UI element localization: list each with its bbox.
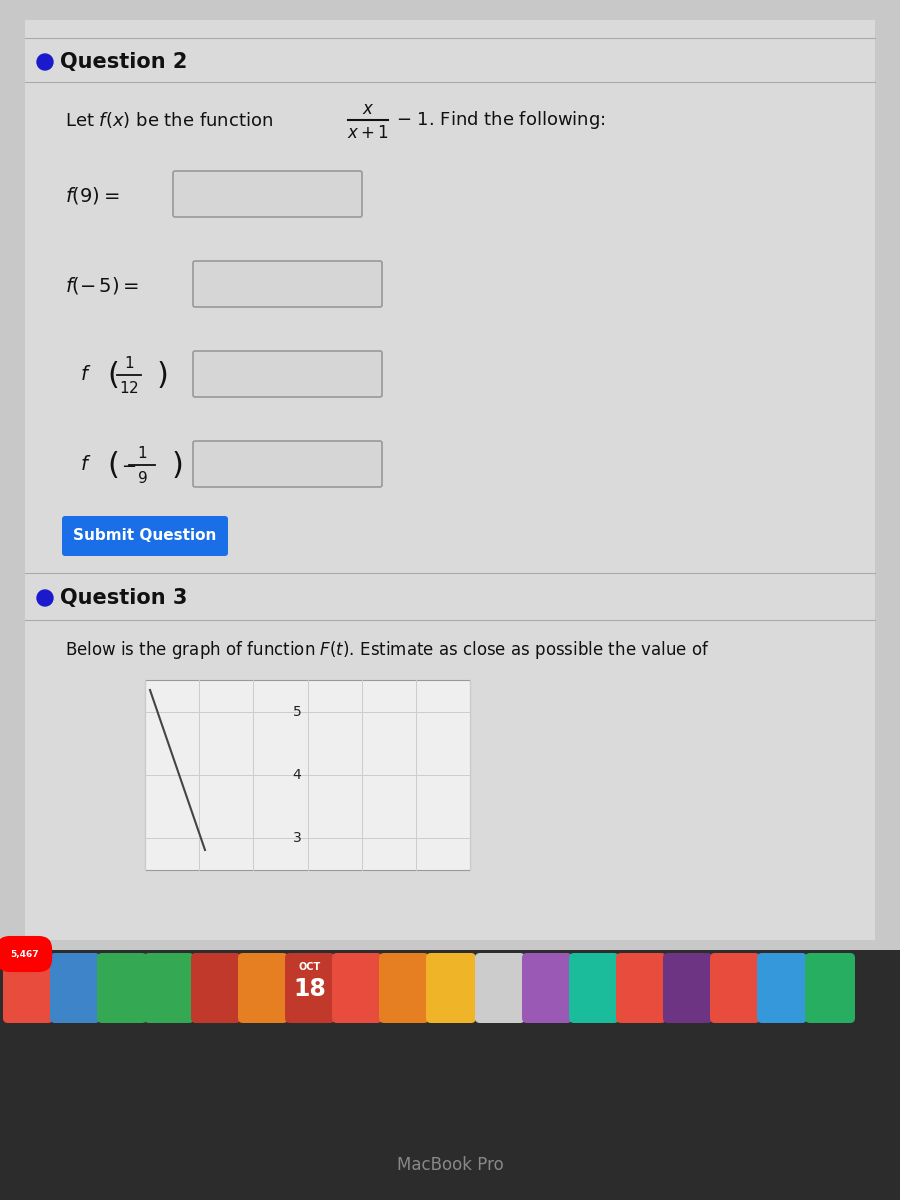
FancyBboxPatch shape xyxy=(50,953,100,1022)
Text: $(\ $: $(\ $ xyxy=(107,450,119,480)
Text: $-$: $-$ xyxy=(121,456,136,474)
Text: 5,467: 5,467 xyxy=(10,949,39,959)
FancyBboxPatch shape xyxy=(805,953,855,1022)
FancyBboxPatch shape xyxy=(173,170,362,217)
Text: Question 3: Question 3 xyxy=(60,588,187,608)
FancyBboxPatch shape xyxy=(3,953,53,1022)
Text: $f$: $f$ xyxy=(80,366,91,384)
FancyBboxPatch shape xyxy=(475,953,525,1022)
FancyBboxPatch shape xyxy=(569,953,619,1022)
Text: 18: 18 xyxy=(293,977,327,1001)
FancyBboxPatch shape xyxy=(285,953,335,1022)
Text: $f(-\,5) =$: $f(-\,5) =$ xyxy=(65,275,140,295)
Text: $f$: $f$ xyxy=(80,456,91,474)
FancyBboxPatch shape xyxy=(522,953,572,1022)
Text: $1$: $1$ xyxy=(124,355,134,371)
FancyBboxPatch shape xyxy=(757,953,807,1022)
FancyBboxPatch shape xyxy=(379,953,429,1022)
Text: $9$: $9$ xyxy=(137,470,148,486)
Text: Let $f(x)$ be the function: Let $f(x)$ be the function xyxy=(65,110,273,130)
FancyBboxPatch shape xyxy=(193,260,382,307)
FancyBboxPatch shape xyxy=(191,953,241,1022)
FancyBboxPatch shape xyxy=(62,516,228,556)
Circle shape xyxy=(37,590,53,606)
Text: OCT: OCT xyxy=(299,962,321,972)
Text: $x$: $x$ xyxy=(362,100,374,118)
Text: $(\ $: $(\ $ xyxy=(107,360,119,390)
Text: 4: 4 xyxy=(292,768,302,782)
Bar xyxy=(145,680,470,870)
FancyBboxPatch shape xyxy=(616,953,666,1022)
Text: $\ )$: $\ )$ xyxy=(147,360,168,390)
Text: $1$: $1$ xyxy=(137,445,147,461)
FancyBboxPatch shape xyxy=(332,953,382,1022)
Text: MacBook Pro: MacBook Pro xyxy=(397,1156,503,1174)
Text: Below is the graph of function $F(t)$. Estimate as close as possible the value o: Below is the graph of function $F(t)$. E… xyxy=(65,638,709,661)
Bar xyxy=(0,1130,900,1200)
FancyBboxPatch shape xyxy=(193,350,382,397)
FancyBboxPatch shape xyxy=(144,953,194,1022)
Text: $\ )$: $\ )$ xyxy=(162,450,184,480)
Text: 5: 5 xyxy=(292,704,302,719)
FancyBboxPatch shape xyxy=(710,953,760,1022)
FancyBboxPatch shape xyxy=(238,953,288,1022)
FancyBboxPatch shape xyxy=(97,953,147,1022)
Bar xyxy=(0,950,900,1200)
Text: $-$ 1. Find the following:: $-$ 1. Find the following: xyxy=(396,109,606,131)
Text: $f(9) =$: $f(9) =$ xyxy=(65,185,120,205)
Circle shape xyxy=(37,54,53,70)
Text: Question 2: Question 2 xyxy=(60,52,187,72)
FancyBboxPatch shape xyxy=(663,953,713,1022)
Text: 3: 3 xyxy=(292,832,302,845)
Bar xyxy=(25,20,875,940)
FancyBboxPatch shape xyxy=(193,440,382,487)
Text: $x + 1$: $x + 1$ xyxy=(347,124,389,142)
Text: $12$: $12$ xyxy=(119,380,139,396)
FancyBboxPatch shape xyxy=(426,953,476,1022)
Text: Submit Question: Submit Question xyxy=(73,528,217,544)
